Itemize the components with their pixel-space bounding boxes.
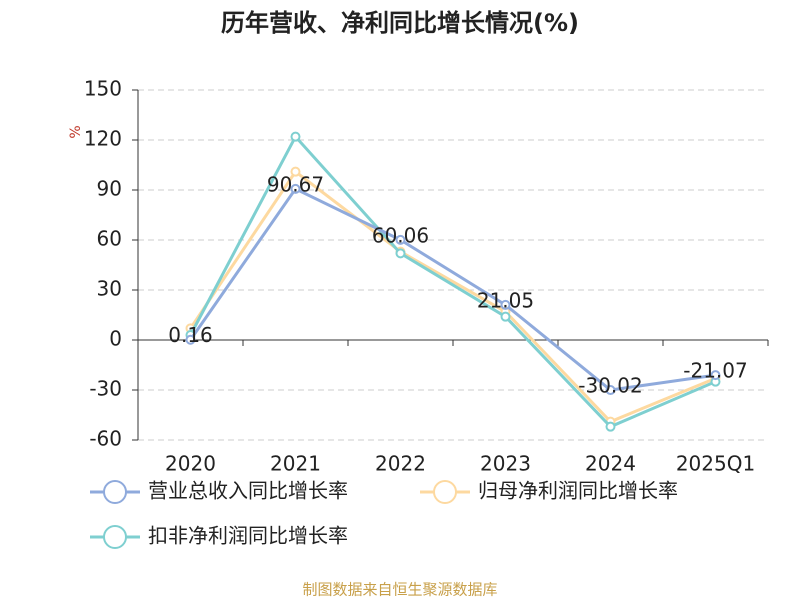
data-point — [500, 311, 511, 322]
y-tick-label: 120 — [84, 127, 122, 151]
data-point — [395, 234, 406, 245]
y-axis-label: % — [68, 125, 84, 138]
y-tick-label: 90 — [97, 177, 122, 201]
x-tick-label: 2023 — [480, 452, 531, 476]
source-note: 制图数据来自恒生聚源数据库 — [302, 581, 497, 599]
legend-marker — [103, 525, 127, 549]
legend-label: 扣非净利润同比增长率 — [148, 524, 348, 548]
x-tick-label: 2021 — [270, 452, 321, 476]
y-tick-label: 30 — [97, 277, 122, 301]
series-line — [189, 134, 717, 429]
legend-item: 归母净利润同比增长率 — [420, 479, 678, 504]
y-tick-label: 60 — [97, 227, 122, 251]
data-point — [290, 166, 301, 177]
y-tick-label: -60 — [89, 427, 122, 451]
legend-label: 营业总收入同比增长率 — [148, 479, 348, 503]
data-label: 60.06 — [372, 223, 429, 247]
data-point — [710, 370, 721, 381]
data-label: -21.07 — [683, 359, 747, 383]
data-point — [395, 248, 406, 259]
data-label: 90.67 — [267, 172, 324, 196]
data-point — [605, 421, 616, 432]
legend-label: 归母净利润同比增长率 — [478, 479, 678, 503]
data-point — [500, 299, 511, 310]
legend-marker — [103, 480, 127, 504]
data-point — [185, 334, 196, 345]
data-point — [605, 385, 616, 396]
x-tick-label: 2025Q1 — [676, 452, 755, 476]
data-point — [290, 183, 301, 194]
y-tick-label: -30 — [89, 377, 122, 401]
chart-title: 历年营收、净利同比增长情况(%) — [221, 9, 579, 37]
y-tick-label: 0 — [109, 327, 122, 351]
series-line — [189, 186, 716, 392]
y-tick-label: 150 — [84, 77, 122, 101]
x-tick-label: 2022 — [375, 452, 426, 476]
data-point — [290, 131, 301, 142]
x-tick-label: 2024 — [585, 452, 636, 476]
data-label: 21.05 — [477, 288, 534, 312]
x-tick-label: 2020 — [165, 452, 216, 476]
data-label: -30.02 — [578, 374, 642, 398]
legend-marker — [433, 480, 457, 504]
data-label: 0.16 — [168, 323, 213, 347]
legend-item: 扣非净利润同比增长率 — [90, 524, 348, 549]
series-line — [189, 169, 717, 424]
legend-item: 营业总收入同比增长率 — [90, 479, 348, 504]
